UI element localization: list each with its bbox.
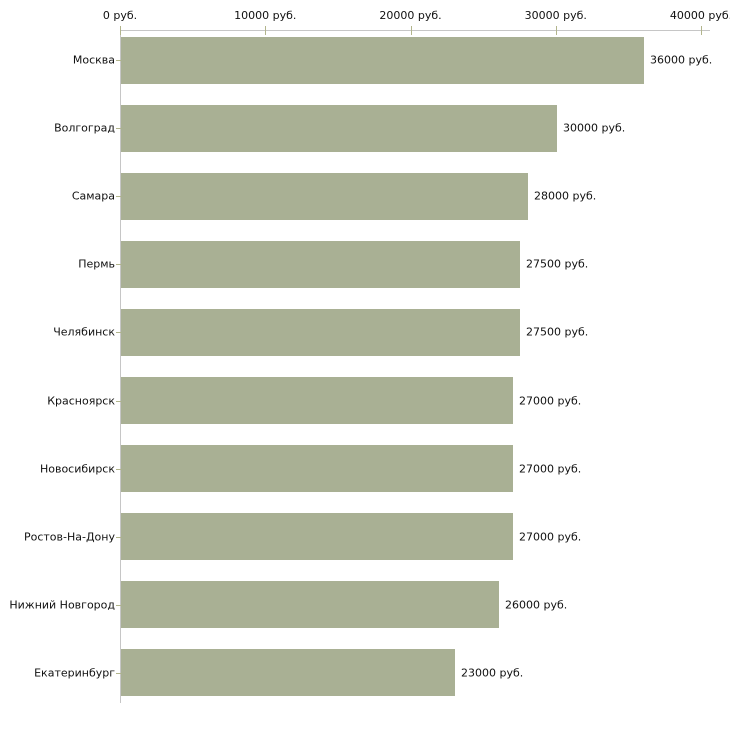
value-label: 27000 руб. <box>519 530 582 544</box>
category-label: Красноярск <box>47 394 115 407</box>
value-label: 27000 руб. <box>519 462 582 476</box>
bar-8 <box>121 513 513 560</box>
category-tick-mark <box>116 401 121 402</box>
value-label: 23000 руб. <box>461 666 524 680</box>
category-label: Челябинск <box>53 325 115 339</box>
value-label: 30000 руб. <box>563 121 626 135</box>
category-tick-mark <box>116 332 121 333</box>
x-axis-tick-label: 20000 руб. <box>379 9 442 22</box>
value-label: 28000 руб. <box>534 189 597 203</box>
category-label: Волгоград <box>54 121 115 135</box>
category-label: Самара <box>71 189 115 203</box>
bar-6 <box>121 377 513 424</box>
x-axis-tick-label: 10000 руб. <box>234 9 297 22</box>
x-axis-tick-mark <box>555 26 557 35</box>
value-label: 27000 руб. <box>519 394 582 407</box>
x-axis-tick-mark <box>701 26 702 35</box>
x-axis-tick-label: 40000 руб. <box>669 9 730 22</box>
x-axis-line <box>120 30 710 31</box>
y-axis-line <box>120 30 121 703</box>
value-label: 27500 руб. <box>526 325 589 339</box>
bar-2 <box>121 105 557 152</box>
value-label: 27500 руб. <box>526 257 589 271</box>
category-tick-mark <box>116 128 121 129</box>
category-label: Ростов-На-Дону <box>23 530 115 544</box>
bar-5 <box>121 309 520 356</box>
category-tick-mark <box>116 605 121 606</box>
bar-1 <box>121 37 644 84</box>
bar-4 <box>121 241 520 288</box>
category-tick-mark <box>116 60 121 61</box>
category-tick-mark <box>116 264 121 265</box>
category-tick-mark <box>116 673 121 674</box>
category-label: Екатеринбург <box>34 666 115 680</box>
x-axis-tick-mark <box>410 26 412 35</box>
x-axis-tick-mark <box>120 26 121 35</box>
category-label: Москва <box>72 53 115 67</box>
category-tick-mark <box>116 537 121 538</box>
bar-9 <box>121 581 499 628</box>
bar-7 <box>121 445 513 492</box>
x-axis-tick-label: 30000 руб. <box>524 9 587 22</box>
bar-3 <box>121 173 528 220</box>
value-label: 26000 руб. <box>505 598 568 612</box>
category-label: Нижний Новгород <box>9 598 115 612</box>
value-label: 36000 руб. <box>650 53 713 67</box>
category-label: Пермь <box>78 257 115 271</box>
bar-10 <box>121 649 455 696</box>
x-axis-tick-label: 0 руб. <box>102 9 138 22</box>
category-tick-mark <box>116 469 121 470</box>
category-tick-mark <box>116 196 121 197</box>
x-axis-tick-mark <box>265 26 267 35</box>
category-label: Новосибирск <box>39 462 115 476</box>
